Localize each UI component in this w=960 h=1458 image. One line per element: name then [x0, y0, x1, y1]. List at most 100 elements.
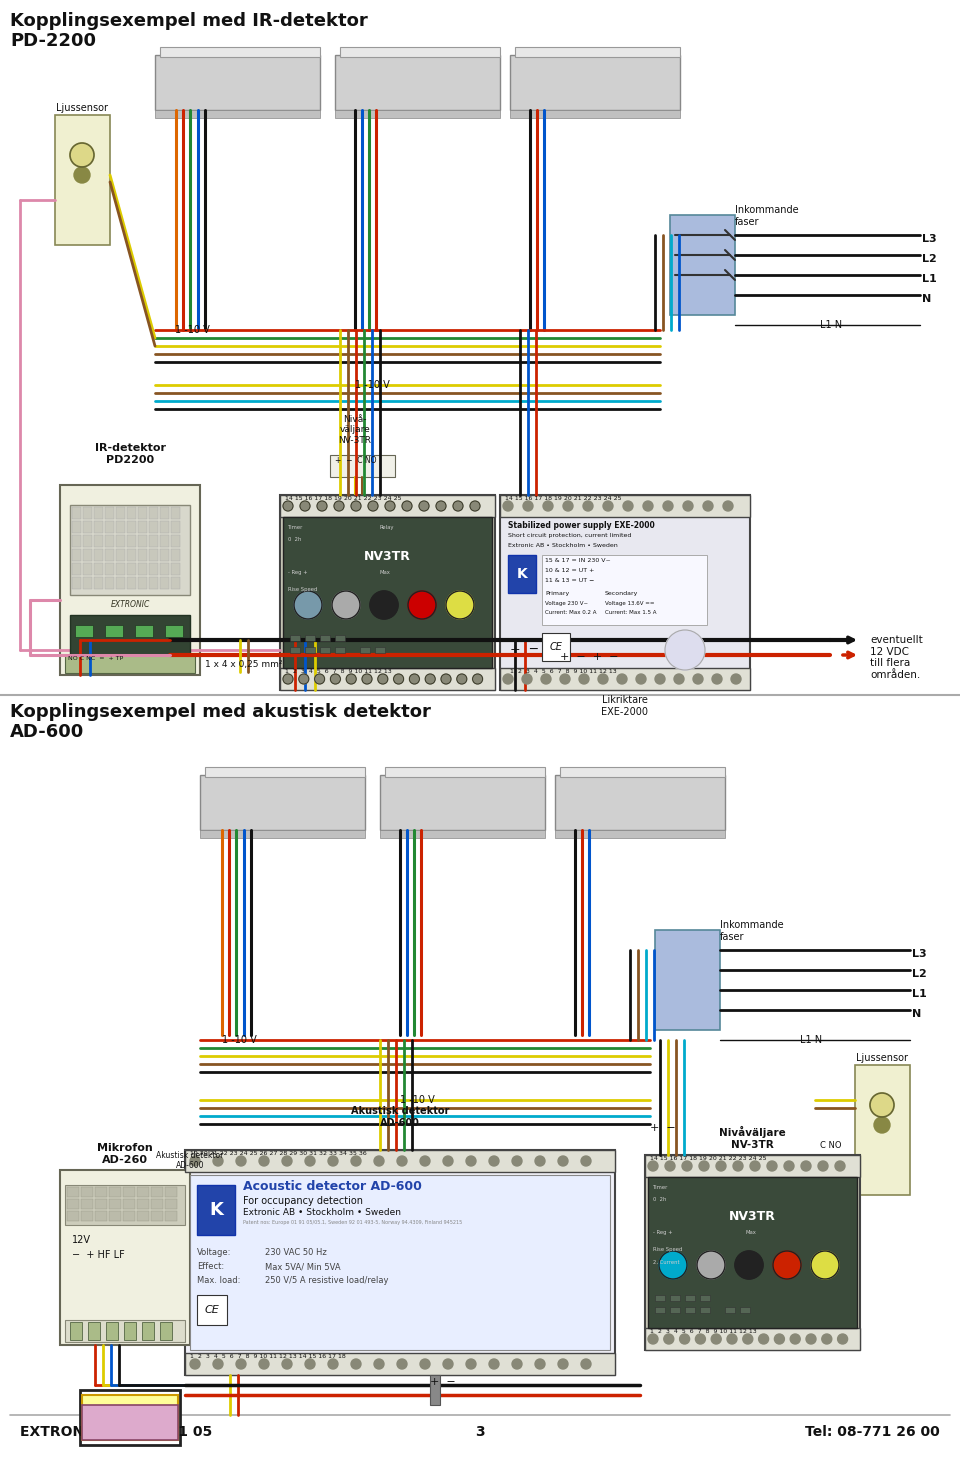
Bar: [320, 636, 330, 642]
Text: L1: L1: [912, 989, 926, 999]
Text: For occupancy detection: For occupancy detection: [243, 1196, 363, 1206]
Bar: [72, 535, 81, 547]
Circle shape: [385, 502, 395, 510]
Bar: [160, 47, 320, 57]
Circle shape: [259, 1156, 269, 1166]
Text: CE: CE: [549, 642, 563, 652]
Bar: [149, 507, 158, 519]
Circle shape: [374, 1359, 384, 1369]
Circle shape: [236, 1359, 246, 1369]
Text: Acoustic detector AD-600: Acoustic detector AD-600: [243, 1180, 421, 1193]
Bar: [149, 535, 158, 547]
Text: 230 VAC 50 Hz: 230 VAC 50 Hz: [265, 1248, 326, 1257]
Bar: [560, 767, 725, 777]
Text: EXTRONIC AB • 07 11 05: EXTRONIC AB • 07 11 05: [20, 1424, 212, 1439]
Bar: [655, 1295, 665, 1301]
Text: Kopplingsexempel med IR-detektor: Kopplingsexempel med IR-detektor: [10, 12, 368, 31]
Bar: [515, 47, 680, 57]
Circle shape: [523, 502, 533, 510]
Bar: [375, 647, 385, 653]
Text: Tel: 08-771 26 00: Tel: 08-771 26 00: [805, 1424, 940, 1439]
Circle shape: [457, 674, 467, 684]
Circle shape: [294, 590, 322, 620]
Text: 1 -10 V: 1 -10 V: [175, 325, 209, 335]
Bar: [105, 507, 114, 519]
Circle shape: [522, 674, 532, 684]
Circle shape: [790, 1334, 801, 1344]
Bar: [105, 577, 114, 589]
Bar: [149, 563, 158, 574]
Text: eventuellt
12 VDC
till flera
områden.: eventuellt 12 VDC till flera områden.: [870, 636, 923, 679]
Bar: [116, 507, 125, 519]
Bar: [151, 1187, 163, 1197]
Bar: [82, 1406, 178, 1441]
Circle shape: [558, 1156, 568, 1166]
Bar: [740, 1306, 750, 1314]
Circle shape: [697, 1251, 725, 1279]
Circle shape: [328, 1359, 338, 1369]
Bar: [151, 1198, 163, 1209]
Circle shape: [466, 1156, 476, 1166]
Text: Inkommande
faser: Inkommande faser: [720, 920, 783, 942]
Circle shape: [394, 674, 403, 684]
Text: 10 & 12 = UT +: 10 & 12 = UT +: [545, 569, 594, 573]
Text: K: K: [516, 567, 527, 580]
Circle shape: [835, 1161, 845, 1171]
Bar: [655, 930, 720, 1029]
Circle shape: [330, 674, 341, 684]
Bar: [165, 1212, 177, 1220]
Circle shape: [583, 502, 593, 510]
Bar: [700, 1306, 710, 1314]
Circle shape: [541, 674, 551, 684]
Text: Voltage:: Voltage:: [197, 1248, 231, 1257]
Bar: [138, 521, 147, 534]
Bar: [510, 109, 680, 118]
Bar: [160, 563, 169, 574]
Text: Current: Max 0.2 A: Current: Max 0.2 A: [545, 609, 596, 615]
Circle shape: [767, 1161, 777, 1171]
Bar: [160, 535, 169, 547]
Bar: [138, 577, 147, 589]
Text: Nivåväljare
NV-3TR: Nivåväljare NV-3TR: [719, 1127, 785, 1150]
Bar: [116, 535, 125, 547]
Circle shape: [282, 1359, 292, 1369]
Circle shape: [453, 502, 463, 510]
Bar: [65, 1319, 185, 1341]
Circle shape: [784, 1161, 794, 1171]
Bar: [95, 1187, 107, 1197]
Circle shape: [317, 502, 327, 510]
Circle shape: [733, 1161, 743, 1171]
Bar: [155, 109, 320, 118]
Circle shape: [543, 502, 553, 510]
Circle shape: [648, 1334, 658, 1344]
Bar: [149, 550, 158, 561]
Bar: [105, 521, 114, 534]
Circle shape: [663, 1334, 674, 1344]
Text: Patent nos: Europe 01 91 05/05.1, Sweden 92 01 493-5, Norway 94.4309, Finland 94: Patent nos: Europe 01 91 05/05.1, Sweden…: [243, 1220, 463, 1225]
Text: Short circuit protection, current limited: Short circuit protection, current limite…: [508, 534, 632, 538]
Text: 19 20 21 22 23 24 25 26 27 28 29 30 31 32 33 34 35 36: 19 20 21 22 23 24 25 26 27 28 29 30 31 3…: [190, 1150, 367, 1156]
Circle shape: [300, 502, 310, 510]
Bar: [80, 1389, 180, 1445]
Bar: [305, 647, 315, 653]
Circle shape: [378, 674, 388, 684]
Bar: [123, 1187, 135, 1197]
Text: 0  2h: 0 2h: [288, 537, 301, 542]
Bar: [94, 577, 103, 589]
Bar: [200, 776, 365, 830]
Text: Extronic AB • Stockholm • Sweden: Extronic AB • Stockholm • Sweden: [508, 542, 617, 548]
Text: 1  2  3  4  5  6  7  8  9 10 11 12 13: 1 2 3 4 5 6 7 8 9 10 11 12 13: [650, 1330, 756, 1334]
Circle shape: [408, 590, 436, 620]
Bar: [160, 1322, 172, 1340]
Circle shape: [512, 1359, 522, 1369]
Text: 1  2  3  4  5  6  7  8  9 10 11 12 13: 1 2 3 4 5 6 7 8 9 10 11 12 13: [510, 669, 616, 674]
Text: Max: Max: [745, 1231, 756, 1235]
Circle shape: [443, 1156, 453, 1166]
Bar: [95, 1198, 107, 1209]
Text: Nivå-
väljare
NV-3TR: Nivå- väljare NV-3TR: [339, 416, 372, 445]
Bar: [116, 563, 125, 574]
Circle shape: [70, 143, 94, 168]
Text: −  + HF LF: − + HF LF: [72, 1250, 125, 1260]
Bar: [72, 507, 81, 519]
Bar: [542, 633, 570, 660]
